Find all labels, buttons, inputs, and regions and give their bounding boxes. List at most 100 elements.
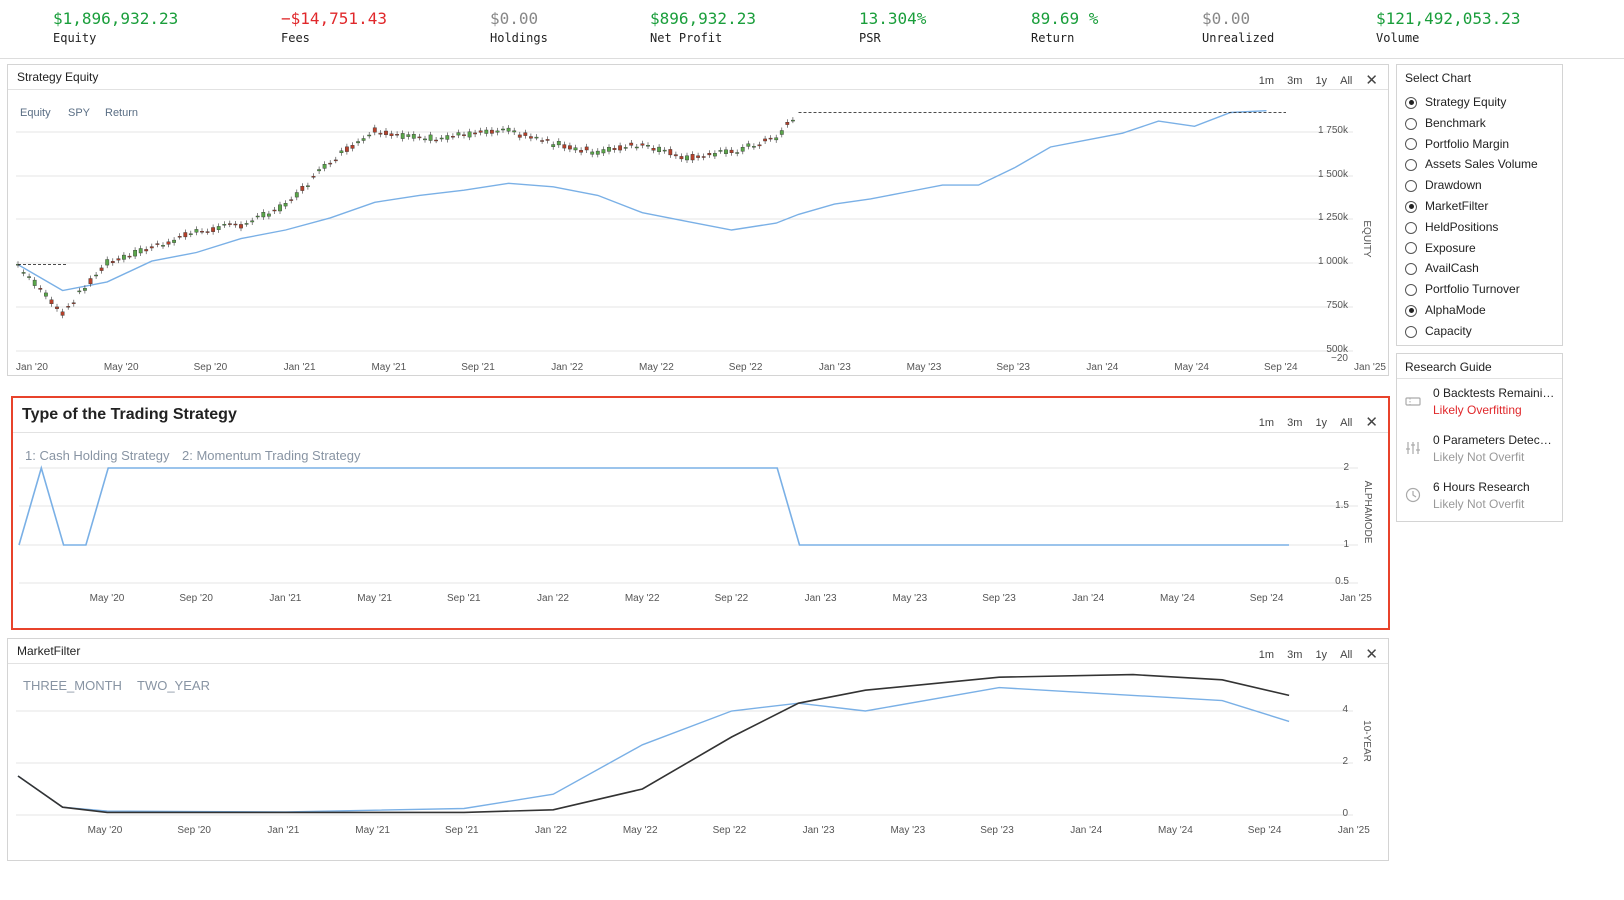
chart-option-strategy-equity[interactable]: Strategy Equity bbox=[1405, 93, 1506, 111]
chart-option-portfolio-turnover[interactable]: Portfolio Turnover bbox=[1405, 280, 1520, 298]
legend-momentum-trading[interactable]: 2: Momentum Trading Strategy bbox=[182, 448, 361, 463]
radio-icon[interactable] bbox=[1405, 284, 1417, 297]
stat-label: PSR bbox=[859, 31, 881, 45]
equity-candle bbox=[333, 159, 338, 162]
sliders-icon bbox=[1405, 440, 1421, 456]
chart-option-assets-sales-volume[interactable]: Assets Sales Volume bbox=[1405, 155, 1538, 173]
radio-icon[interactable] bbox=[1405, 221, 1417, 234]
range-3m-button[interactable]: 3m bbox=[1287, 417, 1303, 429]
equity-candle bbox=[545, 139, 550, 141]
radio-icon[interactable] bbox=[1405, 117, 1417, 130]
clock-icon bbox=[1405, 487, 1421, 503]
stat-psr: 13.304% PSR bbox=[859, 8, 926, 46]
range-all-button[interactable]: All bbox=[1340, 417, 1353, 429]
x-tick-label: Jan '21 bbox=[269, 593, 301, 604]
equity-candle bbox=[172, 239, 176, 243]
equity-candle bbox=[428, 134, 433, 141]
x-tick-label: May '22 bbox=[623, 825, 658, 836]
range-1m-button[interactable]: 1m bbox=[1258, 75, 1275, 87]
research-item-status: Likely Overfitting bbox=[1433, 403, 1522, 417]
close-icon[interactable]: ✕ bbox=[1365, 646, 1378, 663]
radio-icon[interactable] bbox=[1405, 96, 1417, 109]
equity-candle bbox=[623, 147, 628, 149]
y-tick-label: 2 bbox=[1342, 756, 1348, 767]
x-tick-label: May '20 bbox=[104, 362, 139, 373]
stat-value: $0.00 bbox=[490, 9, 539, 28]
equity-candle bbox=[127, 255, 132, 258]
radio-icon[interactable] bbox=[1405, 200, 1417, 213]
x-tick-label: Sep '23 bbox=[996, 362, 1030, 373]
chart-option-drawdown[interactable]: Drawdown bbox=[1405, 176, 1482, 194]
legend-return[interactable]: Return bbox=[105, 107, 138, 119]
legend-two-year[interactable]: TWO_YEAR bbox=[137, 678, 210, 693]
range-1y-button[interactable]: 1y bbox=[1315, 417, 1328, 429]
radio-icon[interactable] bbox=[1405, 325, 1417, 338]
stat-net-profit: $896,932.23 Net Profit bbox=[650, 8, 756, 46]
x-tick-label: Sep '20 bbox=[194, 362, 228, 373]
x-tick-label: May '21 bbox=[357, 593, 392, 604]
radio-icon[interactable] bbox=[1405, 138, 1417, 151]
radio-icon[interactable] bbox=[1405, 180, 1417, 193]
equity-candle bbox=[696, 155, 701, 158]
equity-candle bbox=[384, 130, 388, 135]
alpha-legend: 1: Cash Holding Strategy 2: Momentum Tra… bbox=[25, 448, 361, 463]
equity-candle bbox=[27, 276, 31, 278]
legend-spy[interactable]: SPY bbox=[68, 107, 91, 119]
chart-option-label: Assets Sales Volume bbox=[1425, 157, 1538, 172]
chart-option-benchmark[interactable]: Benchmark bbox=[1405, 114, 1486, 132]
range-3m-button[interactable]: 3m bbox=[1287, 75, 1303, 87]
x-tick-label: May '24 bbox=[1158, 825, 1193, 836]
chart-option-label: AvailCash bbox=[1425, 261, 1479, 276]
radio-icon[interactable] bbox=[1405, 304, 1417, 317]
chart-option-capacity[interactable]: Capacity bbox=[1405, 322, 1472, 340]
range-1y-button[interactable]: 1y bbox=[1315, 649, 1328, 661]
radio-icon[interactable] bbox=[1405, 159, 1417, 172]
equity-candle bbox=[188, 233, 193, 235]
marketfilter-chart: THREE_MONTH TWO_YEAR 4 2 0 10-YEAR May '… bbox=[16, 673, 1372, 836]
research-item-text: 0 Backtests Remaini… Likely Overfitting bbox=[1433, 385, 1555, 419]
equity-candle bbox=[707, 152, 712, 156]
range-3m-button[interactable]: 3m bbox=[1287, 649, 1303, 661]
equity-candle bbox=[71, 302, 76, 304]
chart-option-label: Portfolio Turnover bbox=[1425, 282, 1520, 297]
chart-option-exposure[interactable]: Exposure bbox=[1405, 239, 1476, 257]
x-tick-label: Sep '24 bbox=[1264, 362, 1298, 373]
legend-three-month[interactable]: THREE_MONTH bbox=[23, 678, 122, 693]
equity-candle bbox=[183, 232, 188, 238]
range-1m-button[interactable]: 1m bbox=[1258, 649, 1275, 661]
range-all-button[interactable]: All bbox=[1340, 649, 1353, 661]
range-1m-button[interactable]: 1m bbox=[1258, 417, 1275, 429]
x-tick-label: Jan '22 bbox=[535, 825, 567, 836]
radio-icon[interactable] bbox=[1405, 263, 1417, 276]
x-tick-label: Sep '21 bbox=[447, 593, 481, 604]
equity-candle bbox=[82, 288, 87, 291]
legend-equity[interactable]: Equity bbox=[20, 107, 51, 119]
two-year-series-line bbox=[17, 673, 1290, 814]
range-all-button[interactable]: All bbox=[1340, 75, 1353, 87]
equity-candle bbox=[356, 141, 360, 144]
chart-option-availcash[interactable]: AvailCash bbox=[1405, 259, 1479, 277]
chart-option-alphamode[interactable]: AlphaMode bbox=[1405, 301, 1486, 319]
chart-option-heldpositions[interactable]: HeldPositions bbox=[1405, 218, 1498, 236]
range-1y-button[interactable]: 1y bbox=[1315, 75, 1328, 87]
legend-cash-holding[interactable]: 1: Cash Holding Strategy bbox=[25, 448, 170, 463]
research-item-title: 0 Parameters Detec… bbox=[1433, 433, 1552, 447]
close-icon[interactable]: ✕ bbox=[1365, 414, 1378, 431]
stat-label: Fees bbox=[281, 31, 310, 45]
equity-candle bbox=[423, 138, 427, 141]
equity-candle bbox=[735, 152, 740, 154]
chart-option-portfolio-margin[interactable]: Portfolio Margin bbox=[1405, 135, 1509, 153]
equity-candle bbox=[791, 119, 795, 122]
equity-candle bbox=[283, 202, 288, 207]
close-icon[interactable]: ✕ bbox=[1365, 72, 1378, 89]
x-tick-label: Sep '23 bbox=[982, 593, 1016, 604]
y-tick-label: 0.5 bbox=[1335, 576, 1349, 587]
strategy-equity-panel: Strategy Equity 1m 3m 1y All ✕ Equity SP… bbox=[7, 64, 1389, 376]
equity-legend: Equity SPY Return bbox=[20, 107, 138, 119]
chart-option-marketfilter[interactable]: MarketFilter bbox=[1405, 197, 1488, 215]
equity-candle bbox=[757, 144, 762, 147]
equity-candle bbox=[110, 261, 115, 264]
radio-icon[interactable] bbox=[1405, 242, 1417, 255]
equity-candle bbox=[166, 241, 171, 245]
x-tick-label: May '22 bbox=[639, 362, 674, 373]
